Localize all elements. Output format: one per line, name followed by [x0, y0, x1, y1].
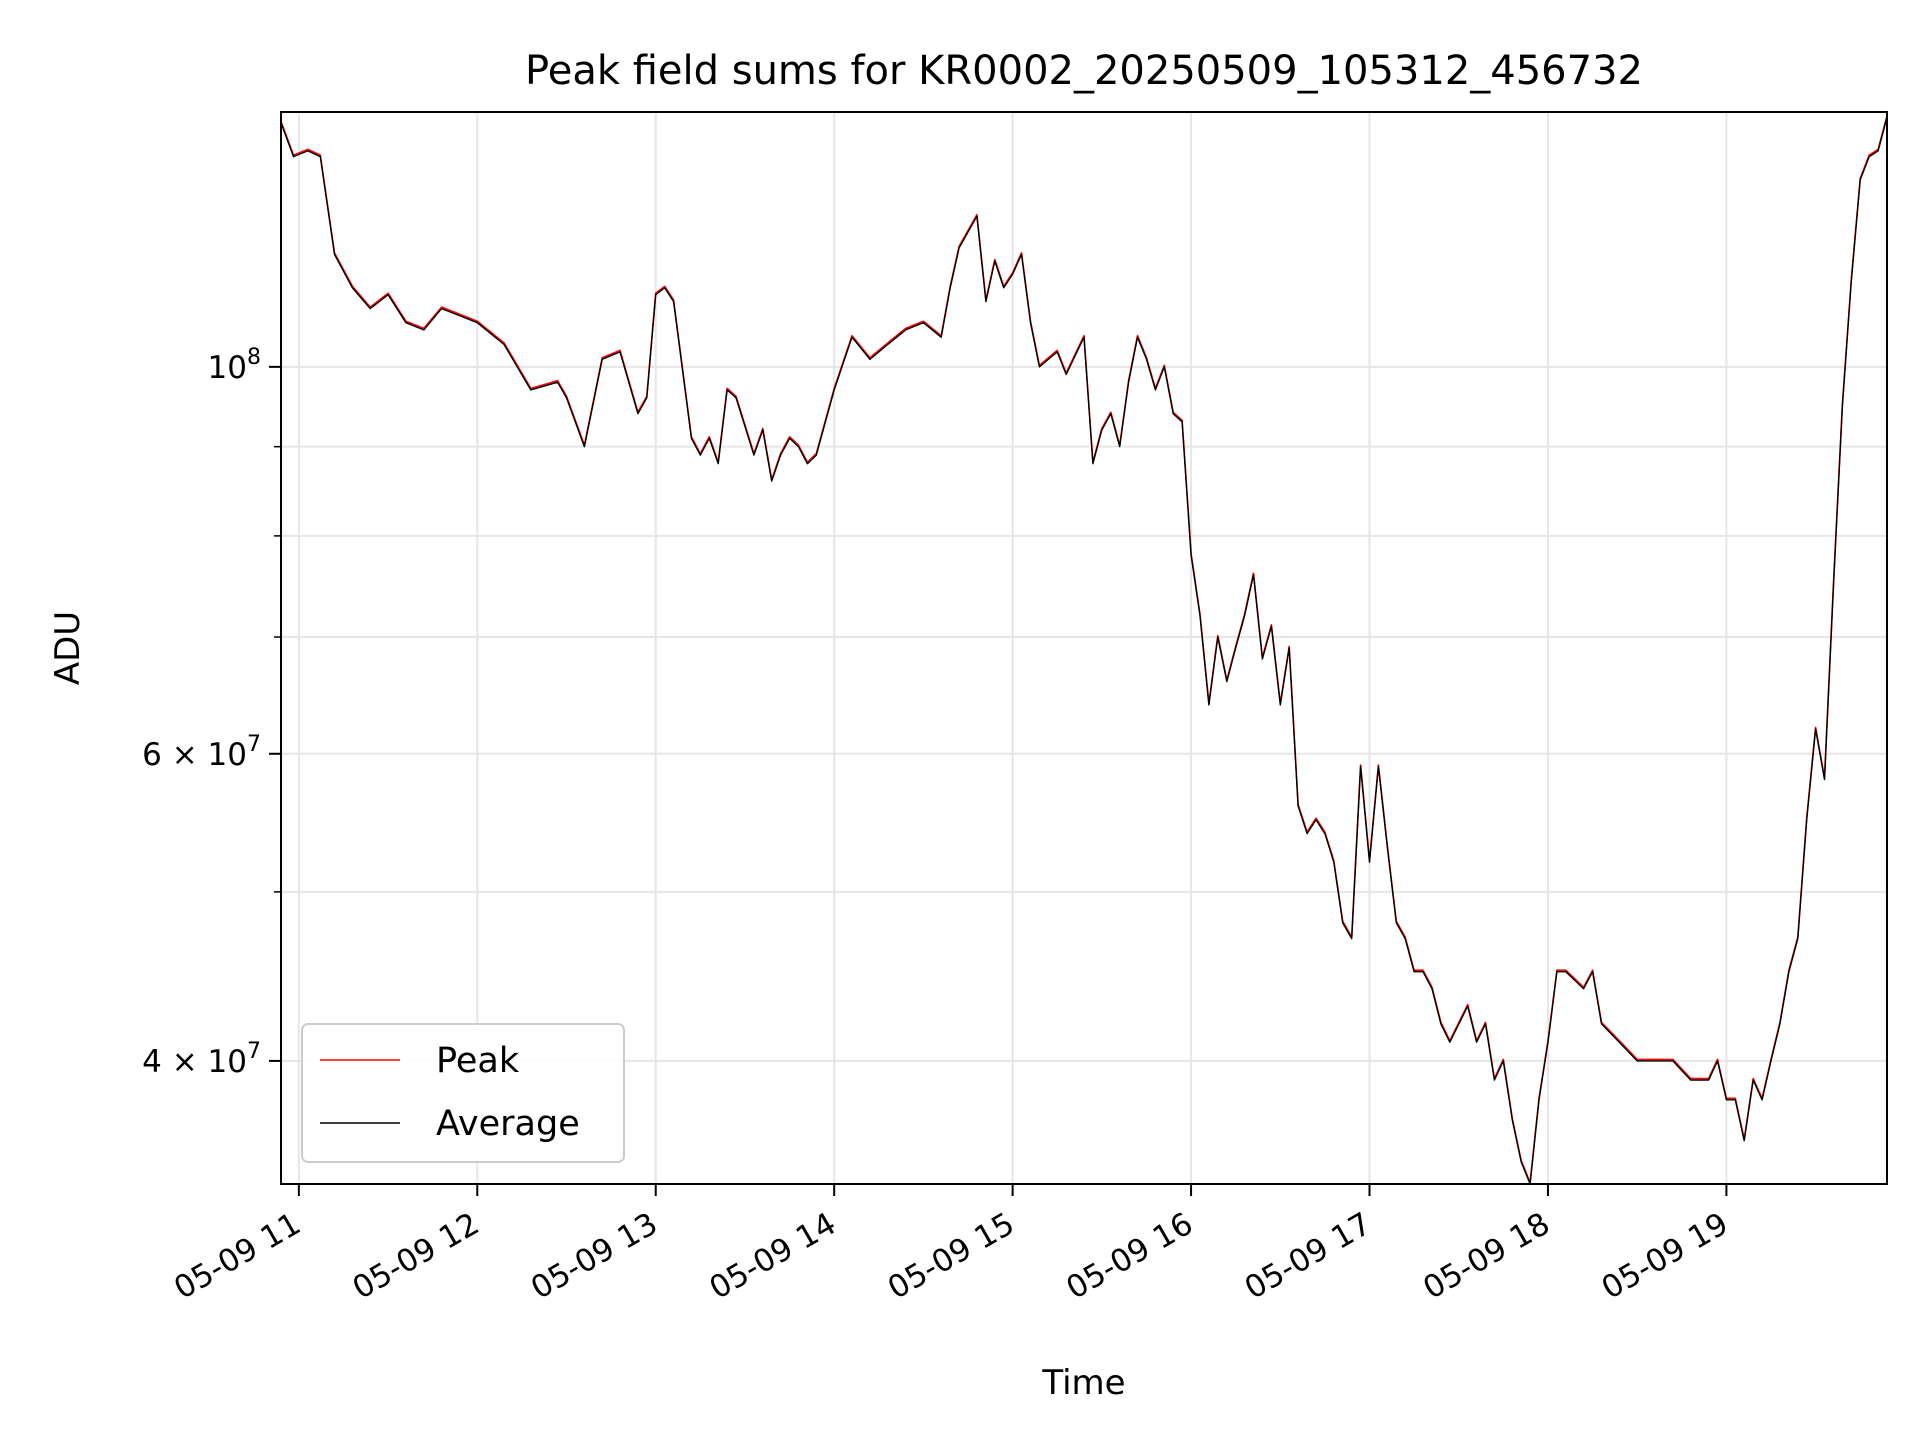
y-tick-label: 6 × 107	[142, 732, 261, 773]
grid	[281, 112, 1887, 1184]
legend: Peak Average	[301, 1023, 625, 1163]
legend-label-peak: Peak	[436, 1041, 520, 1081]
y-ticks: 108 6 × 107 4 × 107	[142, 345, 281, 1080]
y-axis-label: ADU	[48, 611, 88, 685]
chart-title: Peak field sums for KR0002_20250509_1053…	[525, 48, 1643, 94]
plot-lines	[281, 115, 1887, 1184]
legend-label-average: Average	[436, 1104, 580, 1144]
x-axis-label: Time	[1041, 1363, 1125, 1403]
legend-box	[301, 1023, 625, 1163]
plot-frame	[280, 111, 1888, 1185]
y-tick-label: 108	[208, 345, 261, 386]
series-line-average	[281, 117, 1887, 1184]
y-tick-label: 4 × 107	[142, 1039, 261, 1080]
